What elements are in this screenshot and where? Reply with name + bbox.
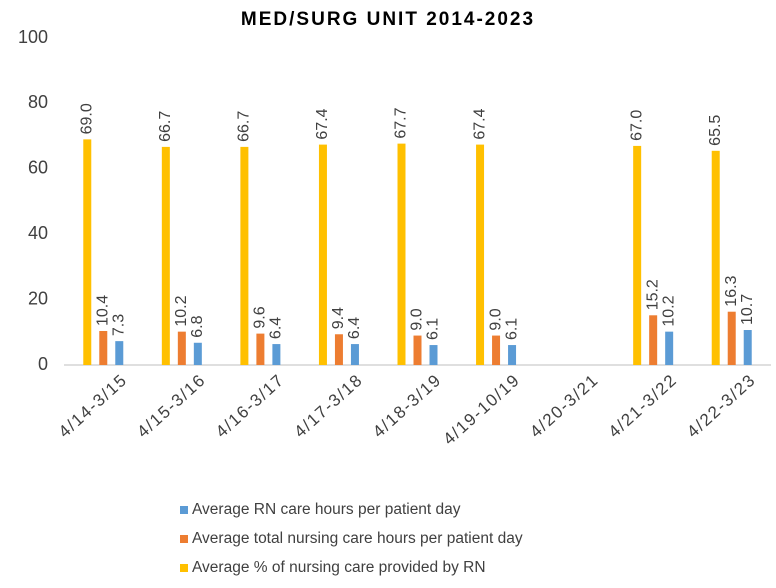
chart-title: MED/SURG UNIT 2014-2023: [241, 9, 535, 30]
value-label: 67.0: [628, 110, 645, 141]
value-label: 66.7: [236, 111, 253, 142]
x-tick-label: 4/14-3/15: [55, 370, 131, 441]
bar: [727, 311, 736, 365]
bar: [83, 139, 92, 365]
legend-label: Average total nursing care hours per pat…: [192, 530, 523, 547]
value-label: 15.2: [644, 279, 661, 310]
legend-label: Average RN care hours per patient day: [192, 501, 461, 518]
bar: [272, 344, 281, 365]
value-label: 6.8: [189, 315, 206, 337]
bar: [115, 341, 124, 365]
legend-swatch: [180, 564, 188, 572]
legend-label: Average % of nursing care provided by RN: [192, 559, 486, 576]
value-label: 67.4: [314, 108, 331, 139]
value-label: 6.4: [346, 317, 363, 339]
bar: [665, 331, 674, 365]
bar: [99, 330, 108, 365]
bar: [508, 345, 517, 365]
value-label: 65.5: [707, 115, 724, 146]
bar: [413, 335, 422, 365]
bar: [334, 334, 343, 365]
value-label: 9.0: [487, 308, 504, 330]
x-tick-label: 4/17-3/18: [290, 370, 366, 441]
y-tick-label: 100: [18, 27, 48, 47]
bar: [193, 342, 202, 365]
y-tick-label: 80: [28, 92, 48, 112]
y-tick-label: 40: [28, 223, 48, 243]
value-label: 66.7: [157, 111, 174, 142]
legend-swatch: [180, 506, 188, 514]
bar: [476, 144, 485, 365]
value-label: 7.3: [110, 314, 127, 336]
bar: [318, 144, 327, 365]
bar: [633, 145, 642, 365]
bar: [161, 146, 170, 365]
x-tick-label: 4/21-3/22: [605, 370, 681, 441]
x-tick-label: 4/20-3/21: [526, 370, 602, 441]
bar: [256, 333, 265, 365]
value-label: 10.2: [173, 295, 190, 326]
value-label: 9.0: [409, 308, 426, 330]
bar: [240, 146, 249, 365]
bar: [711, 150, 720, 365]
y-tick-label: 60: [28, 158, 48, 178]
x-tick-label: 4/16-3/17: [212, 370, 288, 441]
bar: [350, 344, 359, 365]
bar: [649, 315, 658, 365]
bar: [397, 143, 406, 365]
value-label: 16.3: [723, 275, 740, 306]
bar: [743, 330, 752, 365]
value-label: 10.2: [660, 295, 677, 326]
value-label: 67.7: [393, 107, 410, 138]
legend-swatch: [180, 535, 188, 543]
value-label: 6.4: [268, 317, 285, 339]
value-label: 6.1: [425, 318, 442, 340]
value-label: 9.4: [330, 307, 347, 329]
bar: [429, 345, 438, 365]
x-tick-label: 4/22-3/23: [683, 370, 759, 441]
y-tick-label: 20: [28, 288, 48, 308]
value-label: 9.6: [252, 306, 269, 328]
value-label: 6.1: [503, 318, 520, 340]
value-label: 67.4: [471, 108, 488, 139]
value-label: 10.7: [739, 294, 756, 325]
x-tick-label: 4/19-10/19: [439, 370, 523, 449]
bar: [177, 331, 186, 365]
x-tick-label: 4/18-3/19: [369, 370, 445, 441]
y-tick-label: 0: [38, 354, 48, 374]
bar: [492, 335, 501, 365]
value-label: 69.0: [78, 103, 95, 134]
x-tick-label: 4/15-3/16: [133, 370, 209, 441]
value-label: 10.4: [94, 295, 111, 326]
